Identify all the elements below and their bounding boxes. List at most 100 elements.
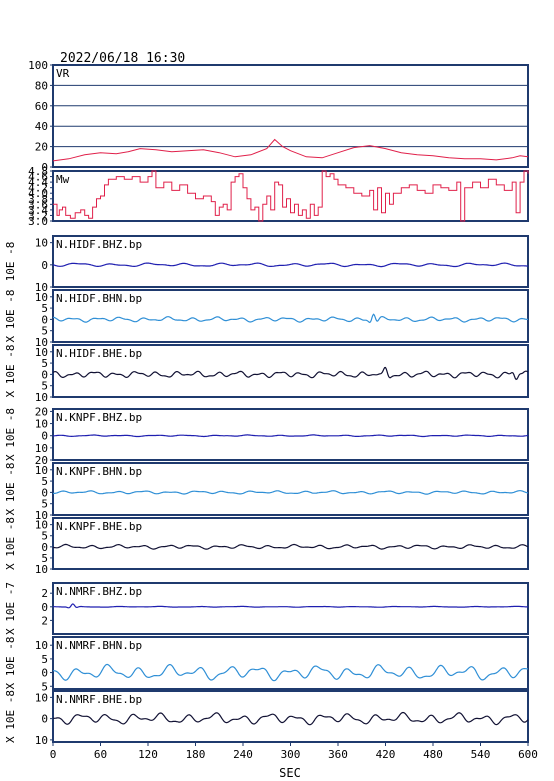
y-tick-label: 5 <box>41 325 48 338</box>
panel-label: VR <box>56 67 70 80</box>
panel-vr: 0 20 40 60 80 100 VR <box>28 59 529 174</box>
series-line-nmrf_bhz <box>53 603 529 609</box>
y-tick-label: 10 <box>35 639 48 652</box>
y-tick-label: 20 <box>35 454 48 467</box>
x-tick-label: 480 <box>423 748 443 761</box>
y-tick-label: 5 <box>41 653 48 666</box>
panel-label: N.NMRF.BHN.bp <box>56 639 142 652</box>
y-tick-label: 10 <box>35 237 48 250</box>
y-tick-label: 4.2 <box>28 182 48 195</box>
panel-label: N.HIDF.BHN.bp <box>56 292 142 305</box>
y-tick-label: 10 <box>35 391 48 404</box>
series-line-knpf_bhn <box>52 490 529 495</box>
y-tick-label: 3.0 <box>28 215 48 228</box>
y-tick-label: 0 <box>41 430 48 443</box>
panel-frame <box>52 170 529 222</box>
y-tick-label: 4.8 <box>28 165 48 178</box>
panel-frame <box>52 462 529 516</box>
y-tick-label: 0 <box>41 259 48 272</box>
x-tick-label: 540 <box>471 748 491 761</box>
y-tick-label: 2 <box>41 614 48 627</box>
panel-label: N.NMRF.BHE.bp <box>56 693 142 706</box>
y-tick-label: 0 <box>41 541 48 554</box>
y-tick-label: 2 <box>41 587 48 600</box>
x-tick-label: 600 <box>518 748 538 761</box>
y-tick-label: 0 <box>41 667 48 680</box>
panel-mw: 3.03.23.43.63.84.04.24.44.64.8 Mw <box>28 165 529 228</box>
y-tick-label: 10 <box>35 346 48 359</box>
y-tick-label: 100 <box>28 59 48 72</box>
panel-hidf_bhz: 10 0 10 10E -8 N.HIDF.BHZ.bp <box>4 235 529 294</box>
panel-label: N.KNPF.BHE.bp <box>56 520 142 533</box>
panel-frame <box>52 289 529 343</box>
x-tick-label: 120 <box>138 748 158 761</box>
y-tick-label: 5 <box>41 552 48 565</box>
series-line-knpf_bhe <box>52 543 529 550</box>
y-tick-label: 20 <box>35 141 48 154</box>
panel-nmrf_bhz: 202 X 10E -7 N.NMRF.BHZ.bp <box>4 582 529 635</box>
y-axis-label: X 10E -8 <box>4 408 17 461</box>
series-line-hidf_bhe <box>52 366 529 381</box>
y-tick-label: 10 <box>35 509 48 522</box>
y-tick-label: 20 <box>35 405 48 418</box>
y-tick-label: 5 <box>41 680 48 693</box>
y-tick-label: 60 <box>35 100 48 113</box>
panel-frame <box>52 636 529 690</box>
y-tick-label: 5 <box>41 302 48 315</box>
series-line-nmrf_bhn <box>52 663 528 682</box>
panel-label: N.HIDF.BHZ.bp <box>56 238 142 251</box>
y-tick-label: 0 <box>41 713 48 726</box>
y-tick-label: 0 <box>41 486 48 499</box>
y-tick-label: 10 <box>35 281 48 294</box>
y-axis-label: X 10E -7 <box>4 582 17 635</box>
y-tick-label: 4.4 <box>28 176 48 189</box>
panel-nmrf_bhe: 10 0 10 X 10E -8 N.NMRF.BHE.bp <box>4 690 529 747</box>
y-axis-label: 10E -8 <box>4 242 17 282</box>
y-tick-label: 3.8 <box>28 193 48 206</box>
y-axis-label: X 10E -8 <box>4 690 17 743</box>
y-tick-label: 5 <box>41 530 48 543</box>
y-tick-label: 10 <box>35 336 48 349</box>
x-tick-label: 60 <box>94 748 107 761</box>
series-line-hidf_bhz <box>52 262 528 268</box>
series-line-vr <box>52 138 529 162</box>
y-tick-label: 5 <box>41 475 48 488</box>
panel-frame <box>52 408 529 461</box>
y-tick-label: 10 <box>35 563 48 576</box>
y-tick-label: 40 <box>35 120 48 133</box>
datetime-title: 2022/06/18 16:30 <box>60 51 185 66</box>
y-tick-label: 10 <box>35 691 48 704</box>
y-tick-label: 10 <box>35 464 48 477</box>
panel-frame <box>52 64 529 168</box>
y-tick-label: 4.0 <box>28 187 48 200</box>
y-tick-label: 3.4 <box>28 204 48 217</box>
y-tick-label: 5 <box>41 380 48 393</box>
x-tick-label: 360 <box>328 748 348 761</box>
panel-frame <box>52 344 529 398</box>
y-axis-label: X 10E -8 <box>4 637 17 690</box>
panel-label: N.HIDF.BHE.bp <box>56 347 142 360</box>
y-tick-label: 3.6 <box>28 198 48 211</box>
series-line-mw <box>53 170 529 222</box>
y-tick-label: 10 <box>35 291 48 304</box>
y-tick-label: 3.2 <box>28 209 48 222</box>
y-tick-label: 0 <box>41 368 48 381</box>
series-line-hidf_bhn <box>52 313 528 324</box>
x-tick-label: 180 <box>186 748 206 761</box>
panel-frame <box>52 582 529 635</box>
y-tick-label: 0 <box>41 161 48 174</box>
panel-label: N.KNPF.BHN.bp <box>56 465 142 478</box>
y-axis-label: X 10E -8 <box>4 517 17 570</box>
x-tick-label: 420 <box>376 748 396 761</box>
x-tick-label: 240 <box>233 748 253 761</box>
y-tick-label: 4.6 <box>28 171 48 184</box>
y-tick-label: 0 <box>41 313 48 326</box>
panel-label: N.NMRF.BHZ.bp <box>56 585 142 598</box>
x-tick-label: 300 <box>281 748 301 761</box>
panel-label: Mw <box>56 173 70 186</box>
